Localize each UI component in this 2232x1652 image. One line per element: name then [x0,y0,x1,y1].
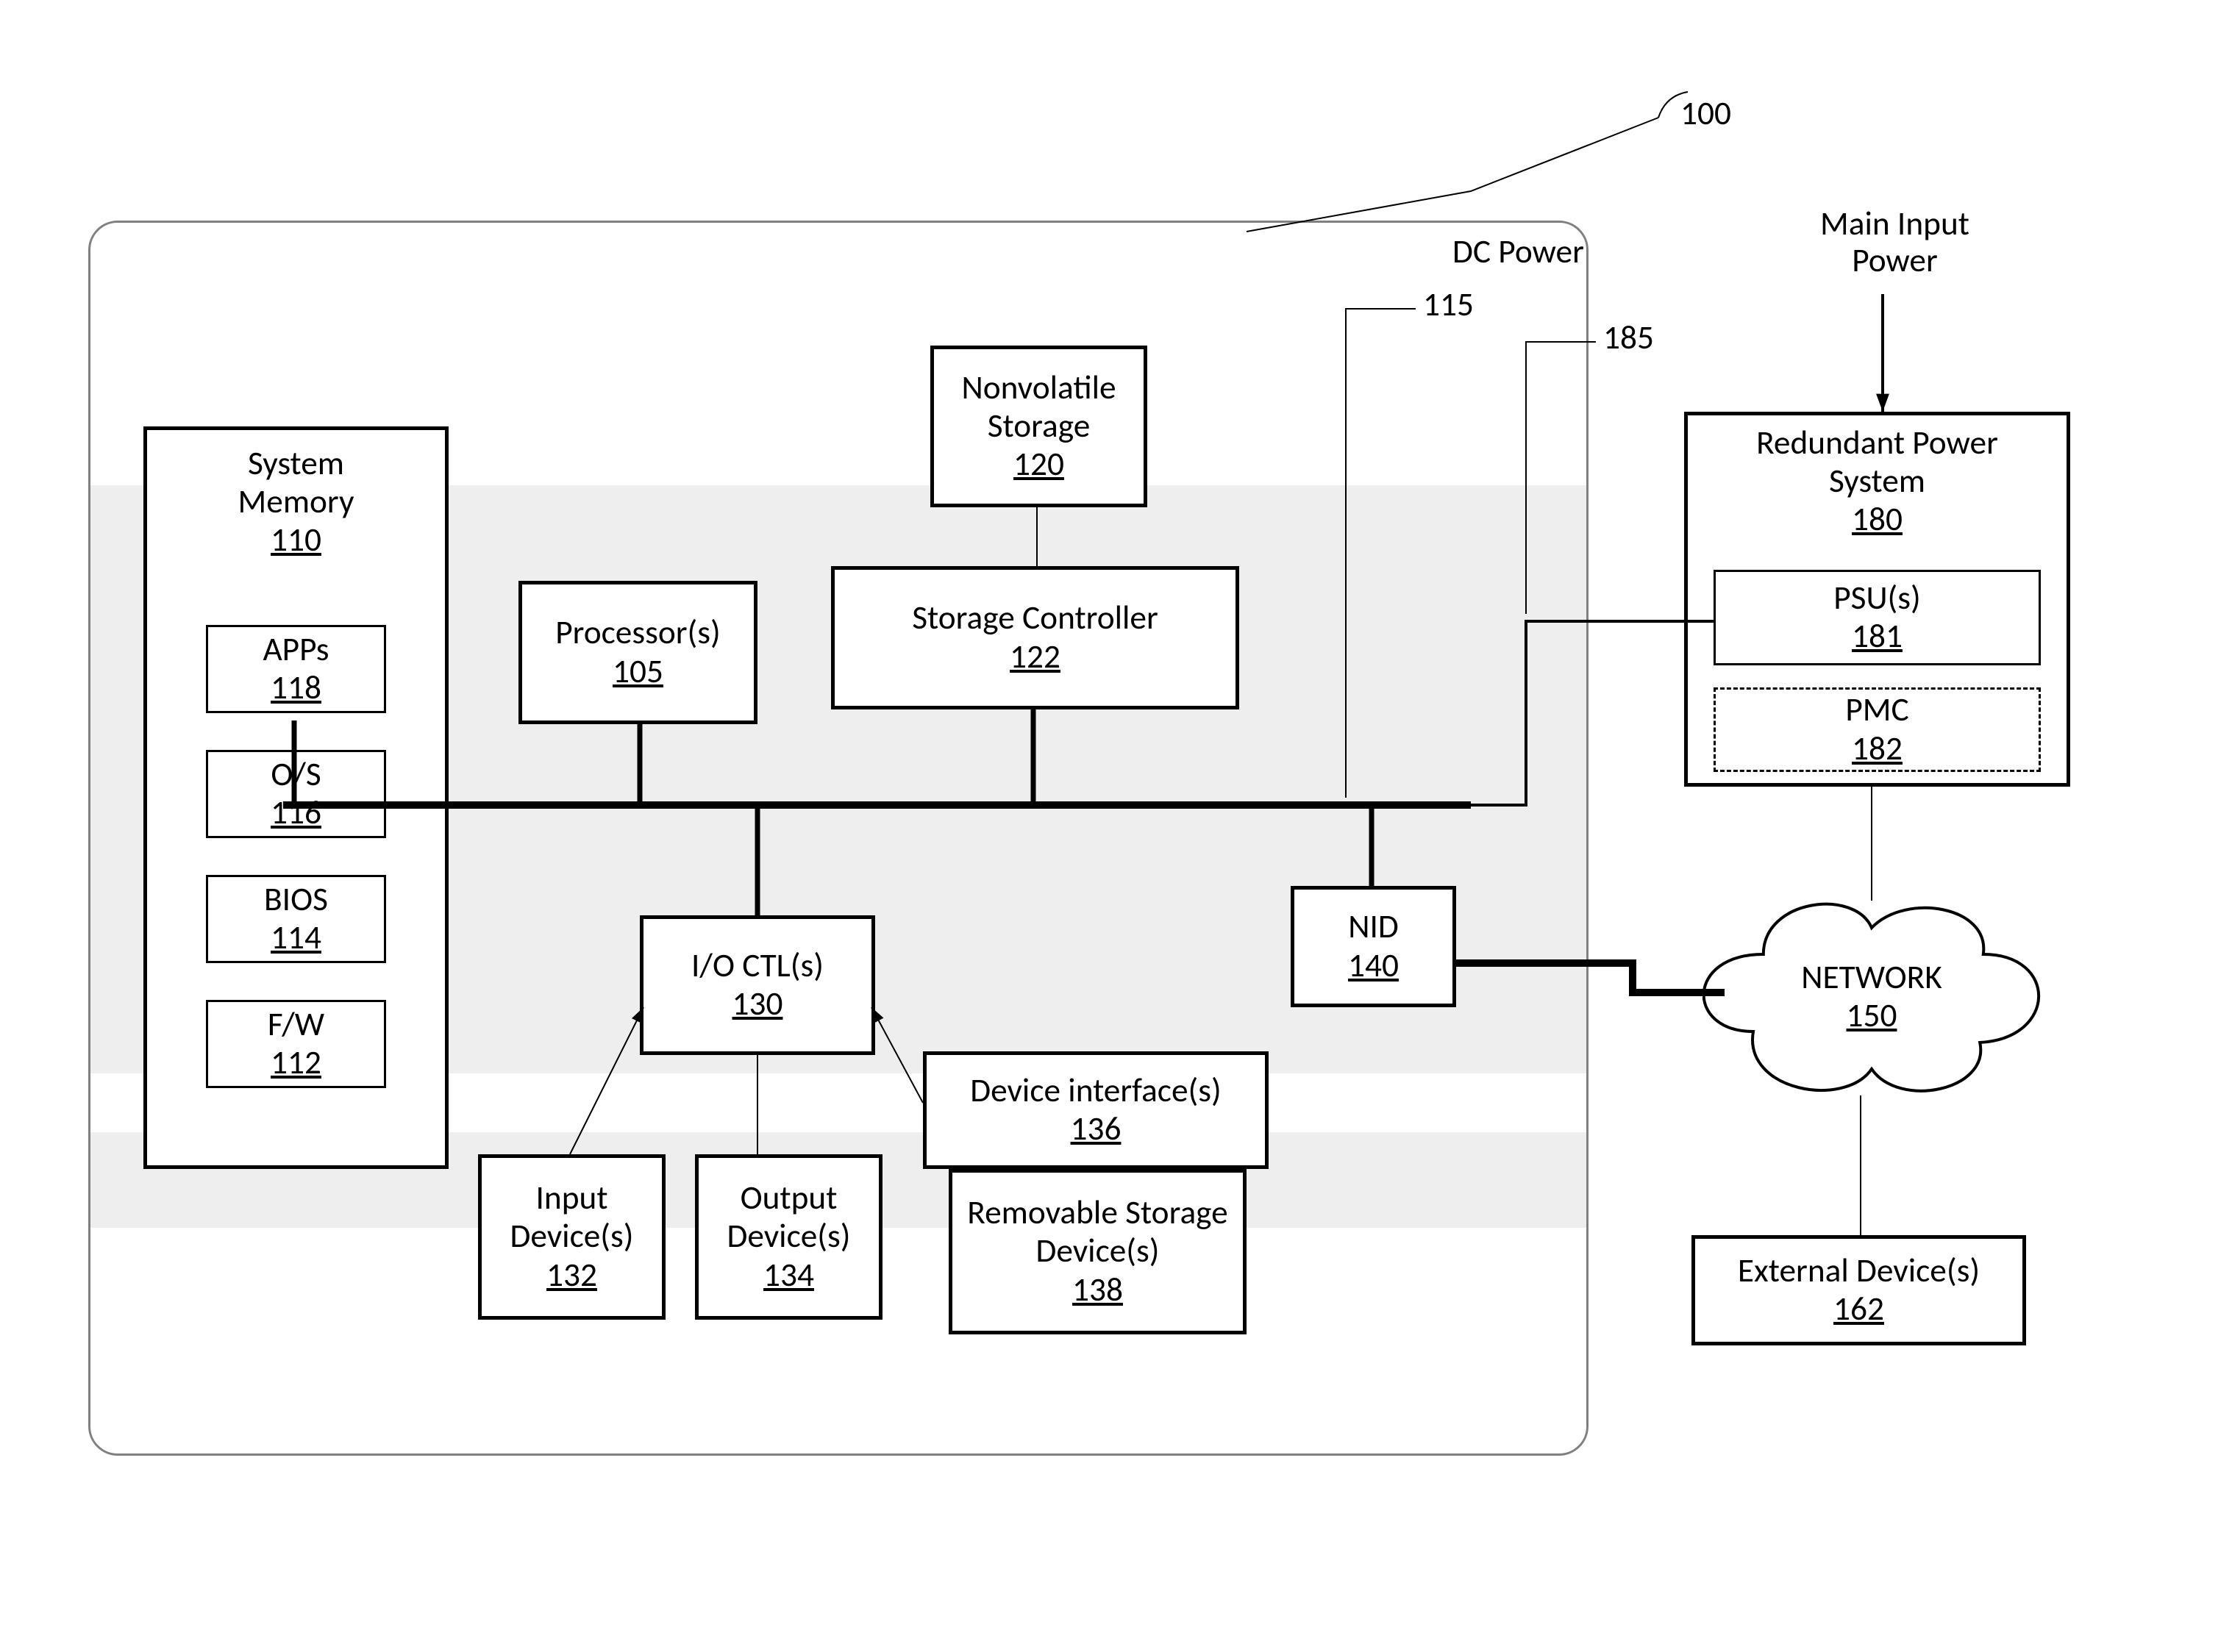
system-memory-num: 110 [147,521,445,559]
network-label: NETWORK [1702,959,2041,997]
dc-power-label: DC Power [1452,234,1584,271]
fw-num: 112 [271,1044,321,1082]
callout-185: 185 [1603,320,1654,357]
removable-storage-box: Removable Storage Device(s) 138 [949,1169,1247,1334]
removable-storage-label-1: Removable Storage [967,1194,1227,1232]
processor-box: Processor(s) 105 [518,581,757,724]
apps-box: APPs 118 [206,625,386,713]
external-devices-label: External Device(s) [1738,1252,1980,1290]
external-devices-num: 162 [1833,1290,1884,1329]
external-devices-box: External Device(s) 162 [1691,1235,2026,1345]
bios-label: BIOS [264,881,328,919]
os-label: O/S [271,756,321,794]
fw-box: F/W 112 [206,1000,386,1088]
system-memory-label-2: Memory [147,483,445,521]
device-interfaces-label: Device interface(s) [970,1072,1222,1110]
os-box: O/S 116 [206,750,386,838]
nonvolatile-storage-num: 120 [1013,446,1064,484]
storage-controller-box: Storage Controller 122 [831,566,1239,709]
callout-115: 115 [1423,287,1474,323]
storage-controller-label: Storage Controller [912,599,1158,637]
callout-100: 100 [1680,96,1731,132]
rps-num: 180 [1688,501,2067,539]
io-ctl-num: 130 [732,985,783,1023]
nonvolatile-storage-label-2: Storage [988,407,1091,446]
psu-label: PSU(s) [1833,579,1921,618]
psu-box: PSU(s) 181 [1714,570,2041,665]
removable-storage-label-2: Device(s) [1035,1232,1159,1270]
output-devices-label-2: Device(s) [727,1217,850,1256]
system-memory-label-1: System [147,445,445,483]
storage-controller-num: 122 [1010,638,1060,676]
device-interfaces-box: Device interface(s) 136 [923,1051,1269,1169]
network-cloud: NETWORK 150 [1702,888,2041,1109]
psu-num: 181 [1852,618,1903,656]
rps-label-2: System [1688,462,2067,501]
input-devices-label-1: Input [535,1179,607,1217]
main-input-power-label: Main Input Power [1820,206,1969,279]
input-devices-label-2: Device(s) [510,1217,633,1256]
output-devices-box: Output Device(s) 134 [695,1154,883,1320]
fw-label: F/W [268,1006,324,1044]
nid-label: NID [1348,908,1399,946]
input-devices-num: 132 [546,1256,597,1295]
pmc-num: 182 [1852,730,1903,768]
bios-box: BIOS 114 [206,875,386,963]
io-ctl-box: I/O CTL(s) 130 [640,915,875,1055]
processor-label: Processor(s) [555,614,721,652]
output-devices-label-1: Output [741,1179,838,1217]
pmc-box: PMC 182 [1714,687,2041,772]
rps-label-1: Redundant Power [1688,424,2067,462]
io-ctl-label: I/O CTL(s) [691,947,824,985]
nid-box: NID 140 [1291,886,1456,1007]
nid-num: 140 [1348,947,1399,985]
removable-storage-num: 138 [1072,1271,1123,1309]
pmc-label: PMC [1845,691,1908,729]
os-num: 116 [271,794,321,832]
input-devices-box: Input Device(s) 132 [478,1154,666,1320]
device-interfaces-num: 136 [1071,1110,1122,1148]
output-devices-num: 134 [763,1256,814,1295]
apps-label: APPs [263,631,329,669]
nonvolatile-storage-label-1: Nonvolatile [961,369,1116,407]
nonvolatile-storage-box: Nonvolatile Storage 120 [930,346,1147,507]
apps-num: 118 [271,669,321,707]
bios-num: 114 [271,919,321,957]
processor-num: 105 [613,653,663,691]
network-num: 150 [1702,997,2041,1035]
